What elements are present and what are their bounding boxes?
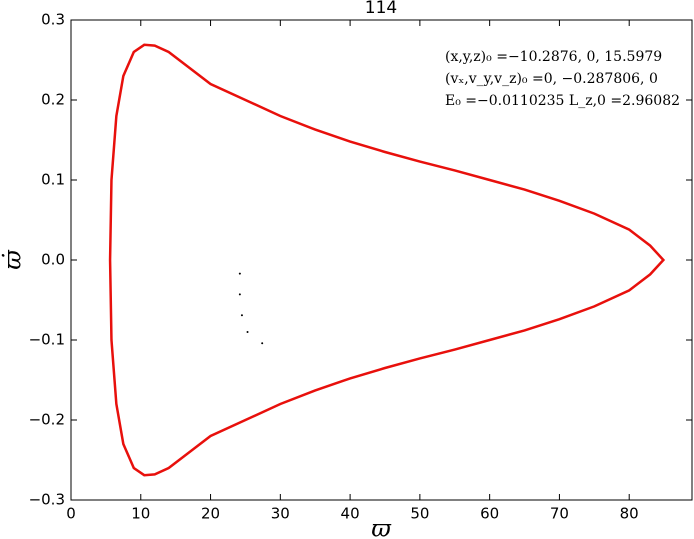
point (246, 331, 249, 333)
x-tick-label: 70 (550, 505, 569, 523)
annotation: E₀ =−0.0110235 L_z,0 =2.96082 (445, 93, 680, 109)
y-tick-label: 0.3 (41, 11, 65, 29)
x-tick-label: 40 (341, 505, 360, 523)
plot-frame (70, 19, 693, 501)
y-tick-label: 0.0 (41, 251, 65, 269)
y-tick-label: 0.2 (41, 91, 65, 109)
x-tick-label: 10 (131, 505, 150, 523)
y-axis-label: ϖ̇ (0, 249, 27, 270)
y-tick-label: −0.3 (29, 491, 65, 509)
point (238, 272, 241, 275)
x-tick-label: 80 (620, 505, 639, 523)
x-tick-label: 50 (410, 505, 429, 523)
point (261, 342, 264, 345)
x-tick-label: 20 (201, 505, 220, 523)
x-tick-label: 60 (480, 505, 499, 523)
x-tick-label: 0 (66, 505, 76, 523)
y-tick-label: 0.1 (41, 171, 65, 189)
point (238, 293, 241, 296)
y-tick-label: −0.2 (29, 411, 65, 429)
point (240, 314, 243, 317)
x-tick-label: 30 (271, 505, 290, 523)
y-tick-label: −0.1 (29, 331, 65, 349)
orbit-line (108, 43, 666, 477)
annotation: (vₓ,v_y,v_z)₀ =0, −0.287806, 0 (445, 71, 658, 87)
x-axis-label: ϖ (371, 515, 392, 539)
chart-title: 114 (365, 0, 397, 18)
annotation: (x,y,z)₀ =−10.2876, 0, 15.5979 (445, 49, 662, 65)
